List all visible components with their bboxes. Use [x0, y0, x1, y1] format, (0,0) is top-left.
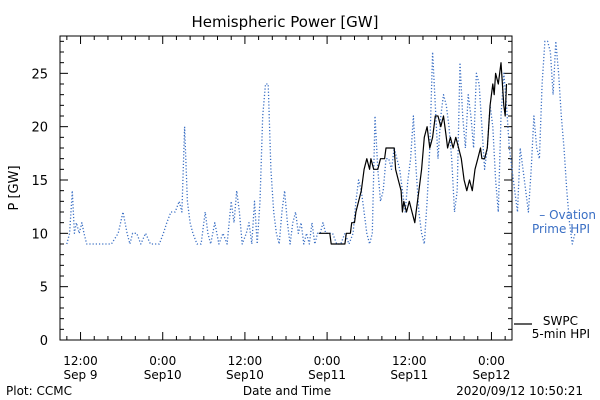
legend-label-swpc: 5-min HPI [532, 327, 590, 341]
x-tick-label: 0:00 [149, 354, 176, 368]
legend-label-ovation: Prime HPI [532, 222, 590, 236]
y-tick-label: 25 [31, 67, 48, 82]
series-line-swpc-hpi [318, 62, 508, 245]
x-tick-label-date: Sep10 [144, 368, 182, 382]
y-tick-label: 20 [31, 121, 48, 136]
y-tick-label: 0 [40, 334, 48, 349]
x-tick-label: 0:00 [478, 354, 505, 368]
x-tick-label: 12:00 [392, 354, 427, 368]
x-axis-label: Date and Time [243, 384, 331, 398]
x-tick-label-date: Sep12 [473, 368, 511, 382]
x-tick-label: 12:00 [63, 354, 98, 368]
legend-label-swpc: SWPC [543, 314, 578, 328]
plot-credit: Plot: CCMC [6, 384, 72, 398]
y-tick-label: 15 [31, 174, 48, 189]
plot-frame [59, 35, 513, 341]
series-line-ovation-prime-hpi [66, 40, 576, 245]
series-layer [66, 40, 576, 245]
x-tick-label-date: Sep 9 [64, 368, 98, 382]
legend-label-ovation: – Ovation [539, 208, 596, 222]
x-tick-label: 12:00 [228, 354, 263, 368]
x-tick-label-date: Sep11 [390, 368, 428, 382]
x-tick-label-date: Sep10 [226, 368, 264, 382]
chart-title: Hemispheric Power [GW] [192, 13, 379, 31]
timestamp: 2020/09/12 10:50:21 [456, 384, 583, 398]
y-axis-label: P [GW] [7, 165, 22, 210]
y-tick-label: 5 [40, 281, 48, 296]
y-tick-label: 10 [31, 227, 48, 242]
x-tick-label: 0:00 [314, 354, 341, 368]
x-tick-label-date: Sep11 [308, 368, 346, 382]
